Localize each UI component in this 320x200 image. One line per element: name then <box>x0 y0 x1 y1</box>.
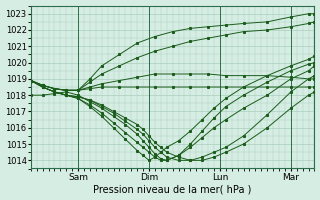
X-axis label: Pression niveau de la mer( hPa ): Pression niveau de la mer( hPa ) <box>93 184 252 194</box>
